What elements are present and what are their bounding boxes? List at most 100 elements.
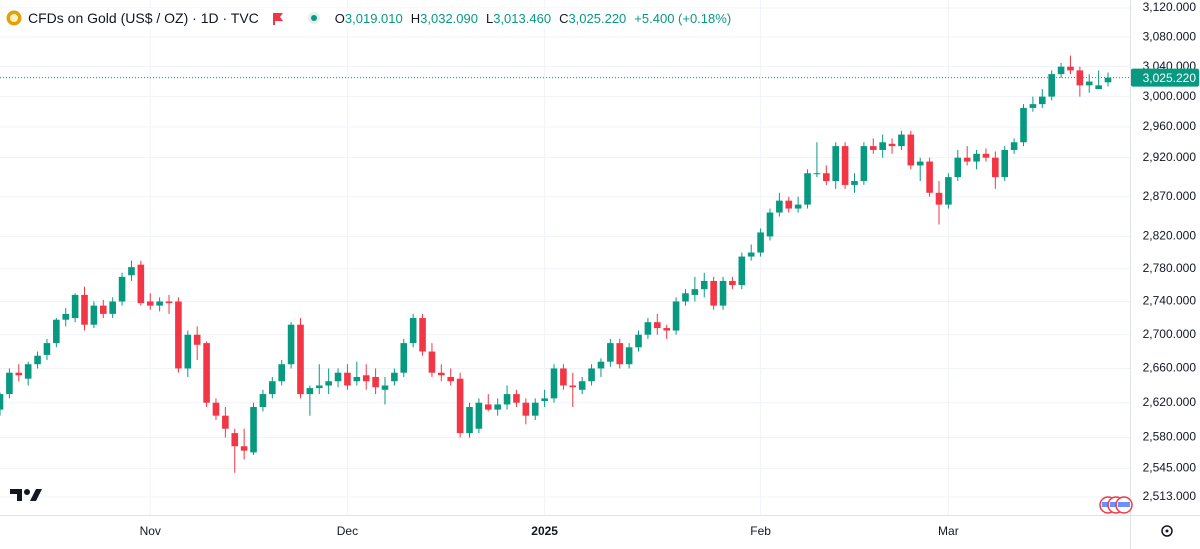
- candle-body: [259, 394, 267, 408]
- candle-body: [353, 376, 361, 382]
- logo-shape: [30, 489, 42, 501]
- candle-body: [804, 173, 811, 205]
- candle-body: [184, 334, 192, 369]
- symbol-icon: [6, 10, 22, 26]
- flag-icon[interactable]: [271, 11, 285, 25]
- logo-dot: [24, 489, 30, 495]
- candle-body: [193, 334, 201, 345]
- high-value: 3,032.090: [420, 10, 478, 26]
- open-key: O: [334, 10, 345, 26]
- candle-body: [691, 289, 699, 295]
- y-tick-label: 3,000.000: [1143, 89, 1197, 103]
- candle-body: [1057, 66, 1065, 75]
- candle-body: [513, 394, 520, 403]
- candle-body: [1095, 85, 1102, 90]
- last-price-badge: [1131, 68, 1199, 87]
- candle-body: [81, 294, 88, 325]
- event-flag-stripe: [1118, 502, 1130, 507]
- close-value: 3,025.220: [568, 10, 627, 26]
- x-tick-label: Dec: [337, 524, 358, 538]
- candle-body: [494, 404, 501, 410]
- candle-body: [550, 368, 558, 399]
- candle-body: [109, 301, 116, 314]
- candle-body: [578, 381, 586, 390]
- candle-body: [823, 173, 830, 182]
- candle-body: [334, 372, 342, 382]
- candle-body: [963, 157, 971, 162]
- candle-body: [766, 212, 774, 237]
- y-tick-label: 2,820.000: [1143, 229, 1197, 243]
- candle-body: [419, 318, 426, 352]
- candle-body: [973, 153, 980, 162]
- candle-body: [663, 328, 670, 331]
- candle-body: [560, 368, 567, 386]
- candle-body: [1104, 77, 1112, 83]
- candle-body: [391, 372, 398, 382]
- y-tick-label: 2,960.000: [1143, 119, 1197, 133]
- candle-body: [898, 134, 905, 147]
- candle-body: [541, 398, 548, 401]
- candle-body: [456, 378, 464, 434]
- settings-gear[interactable]: [1161, 525, 1173, 537]
- candle-body: [128, 267, 135, 276]
- candle-body: [438, 372, 445, 376]
- candle-body: [522, 402, 530, 416]
- candle-body: [1085, 81, 1093, 86]
- candle-body: [278, 364, 285, 382]
- candle-body: [409, 318, 417, 344]
- y-tick-label: 2,580.000: [1143, 430, 1197, 444]
- candle-body: [588, 368, 595, 382]
- candle-body: [6, 372, 13, 395]
- symbol-title[interactable]: CFDs on Gold (US$ / OZ) · 1D · TVC: [28, 10, 259, 26]
- candle-body: [34, 355, 41, 365]
- candle-body: [231, 433, 239, 447]
- candle-body: [719, 280, 727, 306]
- candle-body: [672, 301, 680, 331]
- change-value: +5.400 (+0.18%): [634, 10, 732, 26]
- x-tick-label: Mar: [938, 524, 959, 538]
- candle-body: [785, 200, 793, 209]
- candle-body: [475, 402, 483, 429]
- candle-body: [71, 294, 79, 319]
- candle-body: [729, 280, 736, 286]
- candle-body: [165, 301, 173, 304]
- candle-body: [62, 313, 70, 320]
- candle-body: [447, 376, 455, 382]
- tradingview-logo: [10, 489, 42, 501]
- candle-body: [1067, 66, 1074, 71]
- candle-body: [1038, 96, 1046, 105]
- low-key: L: [485, 10, 494, 26]
- candle-body: [118, 276, 126, 302]
- y-tick-label: 2,700.000: [1143, 327, 1197, 341]
- candle-body: [503, 394, 511, 405]
- candle-body: [757, 232, 764, 253]
- candle-body: [607, 343, 614, 362]
- candle-body: [982, 153, 990, 158]
- logo-shape: [10, 489, 22, 501]
- candle-body: [954, 157, 962, 178]
- candle-body: [794, 204, 802, 209]
- x-tick-label: 2025: [531, 524, 558, 538]
- candle-body: [297, 324, 304, 395]
- candle-body: [53, 319, 60, 344]
- legend-header: CFDs on Gold (US$ / OZ) · 1D · TVC O 3,01…: [6, 8, 732, 28]
- candle-body: [738, 256, 746, 286]
- y-tick-label: 2,740.000: [1143, 294, 1197, 308]
- candle-body: [860, 146, 868, 182]
- y-tick-label: 2,545.000: [1143, 461, 1197, 475]
- candle-body: [625, 347, 633, 365]
- candle-body: [813, 173, 821, 175]
- low-value: 3,013.460: [493, 10, 552, 26]
- candle-body: [0, 394, 4, 410]
- candle-body: [851, 181, 858, 185]
- candle-body: [1029, 104, 1037, 108]
- y-tick-label: 3,120.000: [1143, 0, 1197, 14]
- candle-body: [776, 200, 783, 213]
- candle-body: [381, 385, 389, 390]
- candle-body: [212, 402, 220, 416]
- candle-body: [344, 372, 351, 386]
- candle-body: [654, 322, 661, 329]
- candle-body: [175, 301, 182, 369]
- candle-body: [90, 305, 98, 325]
